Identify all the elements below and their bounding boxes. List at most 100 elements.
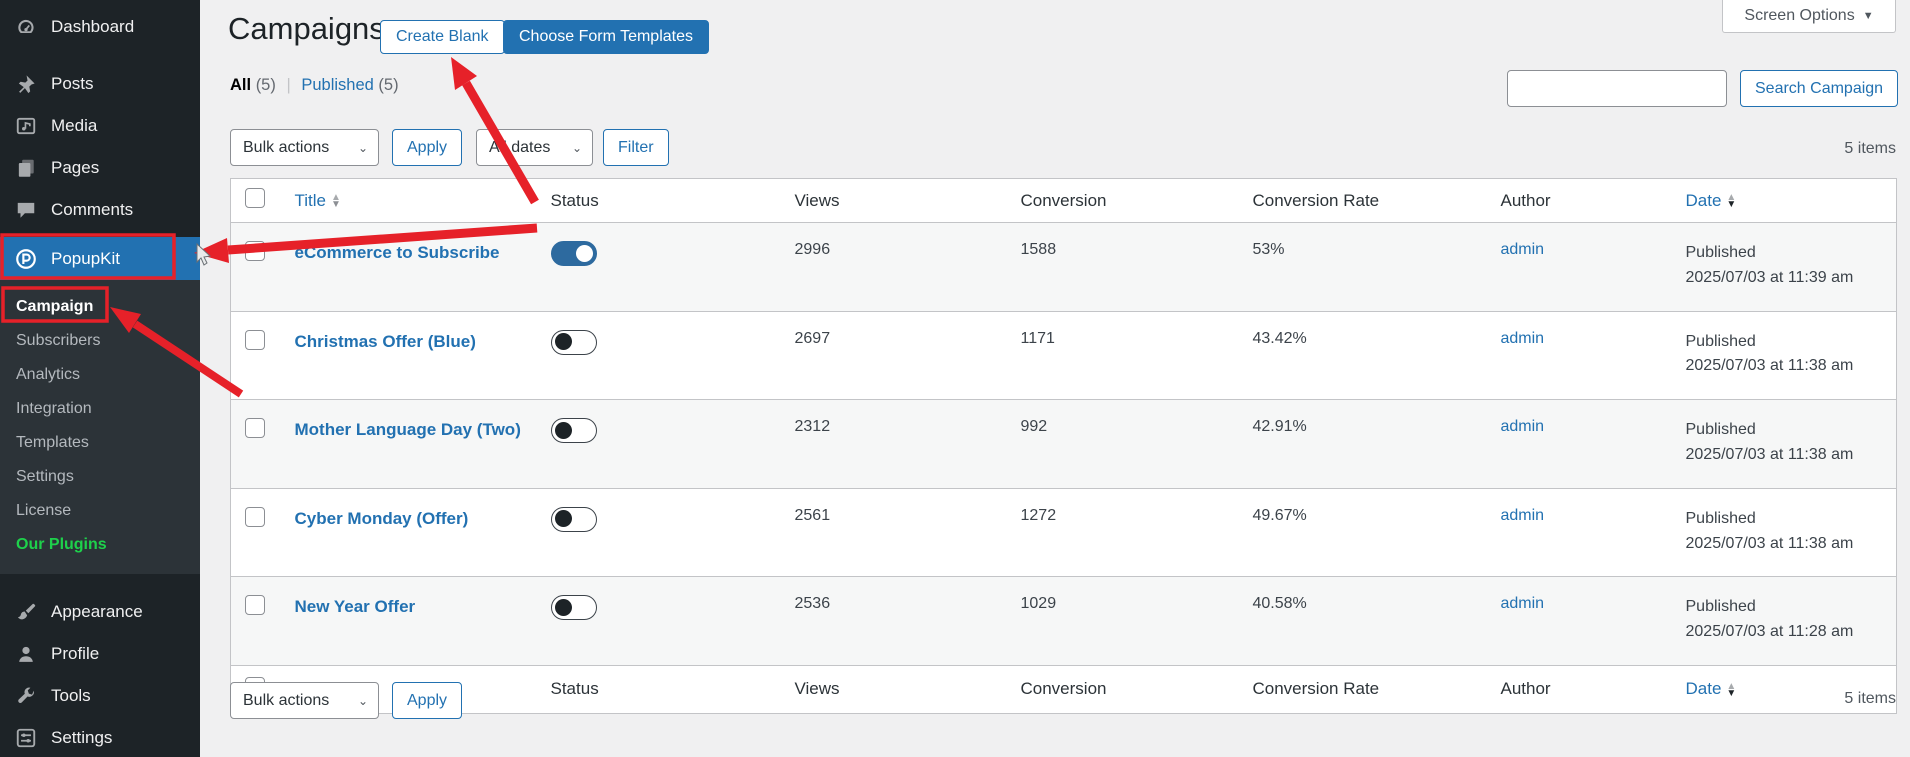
sort-arrows-icon: ▲▼ xyxy=(1726,680,1737,699)
sidebar-item-posts[interactable]: Posts xyxy=(0,63,200,105)
status-toggle[interactable] xyxy=(550,595,597,621)
column-header-views: Views xyxy=(794,679,840,699)
column-header-date[interactable]: Date xyxy=(1685,679,1722,699)
sidebar-item-profile[interactable]: Profile xyxy=(0,633,200,675)
author-link[interactable]: admin xyxy=(1500,506,1545,524)
submenu-item-analytics[interactable]: Analytics xyxy=(0,358,200,392)
search-input[interactable] xyxy=(1507,70,1727,107)
publish-date: 2025/07/03 at 11:28 am xyxy=(1685,623,1854,641)
apply-button[interactable]: Apply xyxy=(392,129,463,166)
sidebar-item-appearance[interactable]: Appearance xyxy=(0,591,200,633)
views-value: 2697 xyxy=(794,329,831,347)
publish-status: Published xyxy=(1685,509,1756,527)
conversion-value: 1029 xyxy=(1020,595,1057,613)
campaign-title-link[interactable]: Christmas Offer (Blue) xyxy=(294,331,476,351)
conversion-value: 1272 xyxy=(1020,506,1057,524)
column-header-conversion: Conversion xyxy=(1020,679,1107,699)
campaign-title-link[interactable]: New Year Offer xyxy=(294,597,416,617)
publish-status: Published xyxy=(1685,244,1756,261)
sidebar-item-comments[interactable]: Comments xyxy=(0,189,200,231)
table-row: Cyber Monday (Offer) 2561 1272 49.67% ad… xyxy=(230,488,1897,577)
sidebar-item-settings[interactable]: Settings xyxy=(0,717,200,757)
submenu-item-integration[interactable]: Integration xyxy=(0,392,200,426)
conversion-value: 1588 xyxy=(1020,241,1057,258)
column-header-status: Status xyxy=(550,679,599,699)
popupkit-icon xyxy=(14,247,38,271)
toggle-knob xyxy=(554,421,572,439)
filter-all-link[interactable]: All xyxy=(230,76,252,94)
column-header-date[interactable]: Date xyxy=(1685,190,1722,210)
filter-button[interactable]: Filter xyxy=(603,129,669,166)
create-blank-button[interactable]: Create Blank xyxy=(380,20,505,54)
all-dates-select[interactable]: All dates ⌄ xyxy=(476,129,593,166)
items-count: 5 items xyxy=(1844,140,1896,157)
campaigns-table: Title ▲ ▼ Status Views Conversion Conversi… xyxy=(230,178,1897,714)
sidebar-top-menu: Dashboard Posts Media Pages Comments xyxy=(0,6,200,231)
views-value: 2996 xyxy=(794,241,831,258)
screen-options-button[interactable]: Screen Options ▼ xyxy=(1722,0,1896,33)
sidebar-item-label: Media xyxy=(51,116,98,135)
sidebar-item-label: Dashboard xyxy=(51,17,135,36)
sidebar-item-tools[interactable]: Tools xyxy=(0,675,200,717)
row-checkbox[interactable] xyxy=(245,506,265,527)
author-link[interactable]: admin xyxy=(1500,595,1545,613)
column-header-title[interactable]: Title xyxy=(294,190,327,210)
submenu-item-license[interactable]: License xyxy=(0,494,200,528)
publish-status: Published xyxy=(1685,598,1756,616)
sidebar-bottom-menu: Appearance Profile Tools Settings xyxy=(0,591,200,757)
choose-form-templates-button[interactable]: Choose Form Templates xyxy=(503,20,709,54)
campaign-title-link[interactable]: Cyber Monday (Offer) xyxy=(294,508,469,528)
campaign-title-link[interactable]: Mother Language Day (Two) xyxy=(294,420,521,440)
dashboard-icon xyxy=(14,15,38,39)
submenu-item-label: Settings xyxy=(16,468,74,485)
status-toggle[interactable] xyxy=(550,241,597,266)
pushpin-icon xyxy=(14,72,38,96)
sidebar-item-media[interactable]: Media xyxy=(0,105,200,147)
toggle-knob xyxy=(554,510,572,528)
row-checkbox[interactable] xyxy=(245,595,265,616)
status-toggle[interactable] xyxy=(550,506,597,532)
conversion-rate-value: 49.67% xyxy=(1252,506,1307,524)
submenu-item-label: Subscribers xyxy=(16,332,101,349)
main-content: Screen Options ▼ Campaigns Create Blank … xyxy=(200,0,1910,757)
sort-arrows-icon: ▲▼ xyxy=(331,192,341,211)
column-header-conversion: Conversion xyxy=(1020,190,1107,210)
apply-button[interactable]: Apply xyxy=(392,682,463,719)
sidebar-item-label: Tools xyxy=(51,686,91,705)
author-link[interactable]: admin xyxy=(1500,418,1545,436)
sidebar-item-dashboard[interactable]: Dashboard xyxy=(0,6,200,48)
wrench-icon xyxy=(14,684,38,708)
status-toggle[interactable] xyxy=(550,418,597,444)
column-header-author: Author xyxy=(1500,190,1551,210)
sort-arrows-icon: ▲▼ xyxy=(1726,192,1737,211)
submenu-item-label: Templates xyxy=(16,434,89,451)
campaign-title-link[interactable]: eCommerce to Subscribe xyxy=(294,243,500,262)
row-checkbox[interactable] xyxy=(245,241,265,261)
row-checkbox[interactable] xyxy=(245,418,265,439)
sidebar-item-pages[interactable]: Pages xyxy=(0,147,200,189)
select-all-checkbox[interactable] xyxy=(245,188,265,208)
sidebar-item-label: Settings xyxy=(51,728,113,747)
author-link[interactable]: admin xyxy=(1500,329,1545,347)
submenu-item-settings[interactable]: Settings xyxy=(0,460,200,494)
submenu-item-subscribers[interactable]: Subscribers xyxy=(0,324,200,358)
status-toggle[interactable] xyxy=(550,329,597,355)
bulk-actions-select[interactable]: Bulk actions ⌄ xyxy=(230,129,379,166)
author-link[interactable]: admin xyxy=(1500,241,1545,258)
pages-icon xyxy=(14,156,38,180)
filter-published-link[interactable]: Published xyxy=(301,76,374,94)
search-campaign-button[interactable]: Search Campaign xyxy=(1740,70,1899,107)
publish-date: 2025/07/03 at 11:38 am xyxy=(1685,445,1854,463)
comment-icon xyxy=(14,198,38,222)
submenu-item-templates[interactable]: Templates xyxy=(0,426,200,460)
sidebar-item-popupkit[interactable]: PopupKit xyxy=(0,237,200,280)
submenu-item-our-plugins[interactable]: Our Plugins xyxy=(0,528,200,562)
views-value: 2312 xyxy=(794,418,831,436)
bulk-actions-select[interactable]: Bulk actions ⌄ xyxy=(230,682,379,719)
submenu-item-campaign[interactable]: Campaign xyxy=(0,290,200,324)
chevron-down-icon: ⌄ xyxy=(571,140,582,155)
row-checkbox[interactable] xyxy=(245,329,265,350)
conversion-rate-value: 42.91% xyxy=(1252,418,1307,436)
bulk-actions-label: Bulk actions xyxy=(243,691,330,709)
